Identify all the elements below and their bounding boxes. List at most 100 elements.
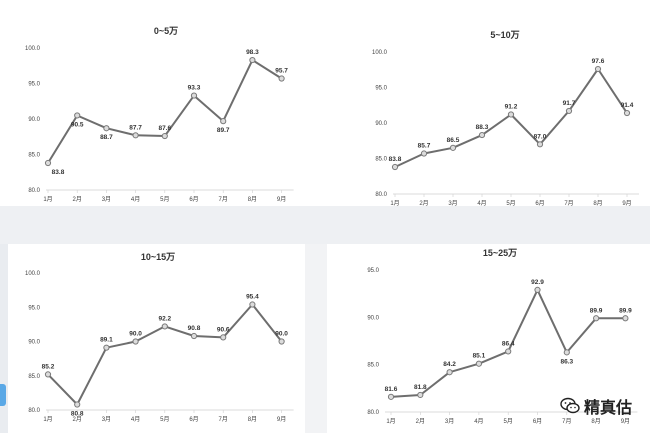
chart-title: 10~15万 <box>141 252 175 262</box>
y-tick-label: 85.0 <box>28 153 40 159</box>
y-tick-label: 85.0 <box>367 363 379 369</box>
chart-title: 5~10万 <box>490 30 519 40</box>
x-tick-label: 6月 <box>189 196 198 203</box>
data-point <box>565 107 573 115</box>
chart-panel-5-10: 5~10万 80.0 85.0 90.0 95.0 100.0 1月 2月 3月 4月 5月 6月 7月… <box>355 22 650 207</box>
data-point <box>278 338 285 345</box>
y-tick-label: 80.0 <box>367 410 379 416</box>
data-point <box>622 315 629 322</box>
x-tick-label: 8月 <box>248 416 257 423</box>
x-tick-label: 6月 <box>535 200 544 206</box>
x-tick-label: 2月 <box>73 196 82 203</box>
data-point <box>475 360 482 367</box>
data-label: 88.3 <box>476 124 489 131</box>
data-label: 81.8 <box>414 384 427 391</box>
x-tick-label: 5月 <box>504 418 513 425</box>
data-label: 90.5 <box>71 121 84 128</box>
line-chart-0-5: 0~5万 80.0 85.0 90.0 95.0 100.0 1月 2月 3月 4月 5月 6月 7月 8… <box>25 26 294 203</box>
data-label: 86.3 <box>560 358 573 365</box>
y-tick-label: 100.0 <box>372 50 388 56</box>
data-label: 90.6 <box>217 326 230 333</box>
data-point <box>161 132 168 140</box>
series-line <box>394 68 628 168</box>
data-point <box>190 92 198 99</box>
data-point <box>449 144 457 151</box>
data-point <box>103 125 110 132</box>
data-label: 95.7 <box>275 68 288 75</box>
data-point <box>249 56 256 64</box>
x-tick-label: 2月 <box>419 200 428 206</box>
y-tick-label: 100.0 <box>25 46 41 52</box>
data-point <box>74 112 81 119</box>
x-tick-label: 9月 <box>277 416 286 423</box>
x-tick-label: 3月 <box>448 200 457 206</box>
chart-title: 0~5万 <box>154 26 178 36</box>
data-point <box>249 301 256 308</box>
x-tick-label: 1月 <box>390 200 399 206</box>
x-tick-label: 9月 <box>621 418 630 425</box>
data-label: 93.3 <box>188 85 201 92</box>
y-tick-label: 85.0 <box>375 157 387 163</box>
data-point <box>505 348 512 355</box>
y-tick-label: 95.0 <box>367 268 379 274</box>
line-chart-10-15: 10~15万 80.0 85.0 90.0 95.0 100.0 1月 2月 3月 4月 5月 6月 7… <box>25 252 294 423</box>
data-point <box>103 344 110 351</box>
data-label: 80.8 <box>71 411 84 418</box>
chart-panel-15-25: 15~25万 80.0 85.0 90.0 95.0 1月 2月 3月 4月 5月 6月 7月 8月 9月… <box>327 244 650 433</box>
data-label: 92.2 <box>158 315 171 322</box>
y-tick-label: 90.0 <box>28 117 40 123</box>
data-point <box>44 371 52 378</box>
y-tick-label: 85.0 <box>28 374 40 380</box>
data-point <box>161 323 168 330</box>
data-point <box>387 393 395 400</box>
data-point <box>534 286 541 293</box>
data-point <box>536 141 544 148</box>
x-tick-label: 1月 <box>43 416 52 423</box>
data-label: 87.0 <box>534 133 547 140</box>
data-point <box>278 75 285 82</box>
data-point <box>220 118 227 125</box>
data-label: 90.0 <box>129 331 142 338</box>
x-tick-label: 7月 <box>219 196 228 203</box>
data-label: 89.1 <box>100 337 113 344</box>
data-label: 87.7 <box>129 124 142 131</box>
data-label: 83.8 <box>389 156 402 163</box>
data-point <box>190 332 198 340</box>
x-tick-label: 4月 <box>131 196 140 203</box>
data-point <box>478 131 486 139</box>
x-tick-label: 3月 <box>102 196 111 203</box>
y-tick-label: 80.0 <box>375 192 387 198</box>
data-point <box>74 401 81 408</box>
background-band-left <box>0 244 8 433</box>
x-tick-label: 6月 <box>189 416 198 423</box>
x-tick-label: 6月 <box>533 418 542 425</box>
data-point <box>417 391 424 399</box>
line-chart-5-10: 5~10万 80.0 85.0 90.0 95.0 100.0 1月 2月 3月 4月 5月 6月 7月… <box>372 30 639 207</box>
x-tick-label: 5月 <box>506 200 515 206</box>
line-chart-15-25: 15~25万 80.0 85.0 90.0 95.0 1月 2月 3月 4月 5月 6月 7月 8月 9月… <box>367 248 638 425</box>
data-label: 85.2 <box>42 363 55 370</box>
background-band <box>0 206 650 244</box>
x-tick-label: 8月 <box>593 200 602 206</box>
x-tick-label: 5月 <box>160 196 169 203</box>
data-label: 85.1 <box>473 353 486 360</box>
data-label: 85.7 <box>418 143 431 150</box>
data-label: 92.9 <box>531 279 544 286</box>
data-label: 89.9 <box>590 307 603 314</box>
data-point <box>391 163 399 171</box>
y-tick-label: 95.0 <box>28 305 40 311</box>
x-tick-label: 3月 <box>102 416 111 423</box>
data-point <box>507 111 515 118</box>
data-label: 95.4 <box>246 294 259 301</box>
data-label: 86.5 <box>447 137 460 144</box>
x-tick-label: 7月 <box>219 416 228 423</box>
x-tick-label: 4月 <box>474 418 483 425</box>
data-label: 90.8 <box>188 325 201 332</box>
data-label: 91.7 <box>563 100 576 107</box>
x-tick-label: 7月 <box>564 200 573 206</box>
x-tick-label: 8月 <box>248 196 257 203</box>
data-point <box>44 159 52 167</box>
data-label: 91.2 <box>505 103 518 110</box>
y-tick-label: 90.0 <box>28 340 40 346</box>
data-point <box>132 132 139 139</box>
